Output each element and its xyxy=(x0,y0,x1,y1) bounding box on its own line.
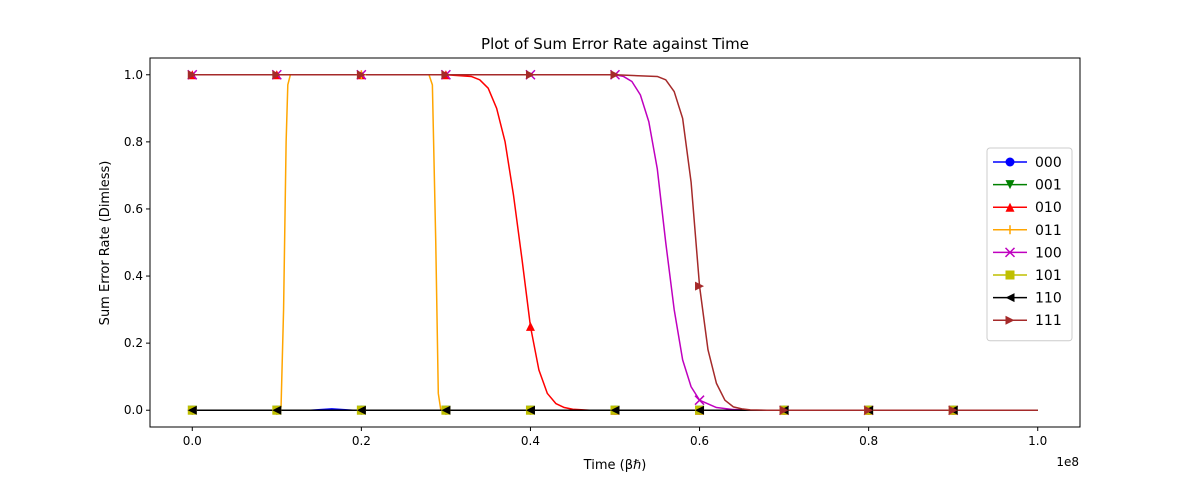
legend-marker-010 xyxy=(1005,202,1015,212)
series-point-110 xyxy=(441,405,451,415)
series-point-110 xyxy=(525,405,535,415)
legend-label-010: 010 xyxy=(1035,200,1062,216)
series-point-111 xyxy=(272,70,282,80)
legend-label-110: 110 xyxy=(1035,291,1062,307)
legend-marker-000 xyxy=(1005,157,1015,167)
series-point-010 xyxy=(525,321,535,331)
legend-marker-110 xyxy=(1005,293,1015,303)
series-point-110 xyxy=(695,405,705,415)
series-point-110 xyxy=(610,405,620,415)
plot-frame xyxy=(149,57,1081,428)
y-tick-label: 1.0 xyxy=(124,68,143,82)
y-tick-label: 0.0 xyxy=(124,403,143,417)
y-tick-label: 0.4 xyxy=(124,269,143,283)
series-point-111 xyxy=(864,405,874,415)
legend-label-101: 101 xyxy=(1035,268,1062,284)
legend-marker-011 xyxy=(1005,225,1015,235)
series-line-011 xyxy=(192,74,1038,411)
series-line-111 xyxy=(192,74,1038,411)
legend-label-100: 100 xyxy=(1035,245,1062,261)
x-tick-label: 0.8 xyxy=(859,434,878,448)
y-tick-label: 0.6 xyxy=(124,202,143,216)
legend-label-000: 000 xyxy=(1035,155,1062,171)
series-line-100 xyxy=(192,74,1038,411)
legend-marker-111 xyxy=(1005,315,1015,325)
legend-box xyxy=(986,147,1073,342)
legend-marker-001 xyxy=(1005,180,1015,190)
series-point-111 xyxy=(948,405,958,415)
series-point-100 xyxy=(694,395,705,406)
x-tick-label: 0.0 xyxy=(183,434,202,448)
series-point-110 xyxy=(272,405,282,415)
chart-title: Plot of Sum Error Rate against Time xyxy=(481,35,749,53)
legend-marker-101 xyxy=(1005,270,1015,280)
legend-label-111: 111 xyxy=(1035,313,1062,329)
series-point-110 xyxy=(187,405,197,415)
series-line-010 xyxy=(192,74,1038,411)
x-axis-offset-label: 1e8 xyxy=(1056,455,1079,469)
x-tick-label: 0.4 xyxy=(521,434,540,448)
legend-label-001: 001 xyxy=(1035,178,1062,194)
x-tick-label: 0.2 xyxy=(352,434,371,448)
x-tick-label: 0.6 xyxy=(690,434,709,448)
series-point-111 xyxy=(779,405,789,415)
series-point-110 xyxy=(356,405,366,415)
series-point-111 xyxy=(695,281,705,291)
y-axis-label: Sum Error Rate (Dimless) xyxy=(98,161,113,326)
legend-marker-100 xyxy=(1004,247,1016,258)
series-point-111 xyxy=(525,70,535,80)
series-point-111 xyxy=(187,70,197,80)
legend: 000 001 010 011 100 101 110 111 xyxy=(986,147,1073,342)
legend-label-011: 011 xyxy=(1035,223,1062,239)
x-tick-label: 1.0 xyxy=(1028,434,1047,448)
y-tick-label: 0.2 xyxy=(124,336,143,350)
plot-area: 0.0 0.2 0.4 0.6 0.8 1.0 0.0 0.2 0.4 0.6 0.8 1.0 xyxy=(124,57,1081,448)
series-point-111 xyxy=(610,70,620,80)
y-tick-label: 0.8 xyxy=(124,135,143,149)
series-point-111 xyxy=(441,70,451,80)
series-point-111 xyxy=(356,70,366,80)
x-axis-label: Time (βℏ) xyxy=(583,458,647,473)
